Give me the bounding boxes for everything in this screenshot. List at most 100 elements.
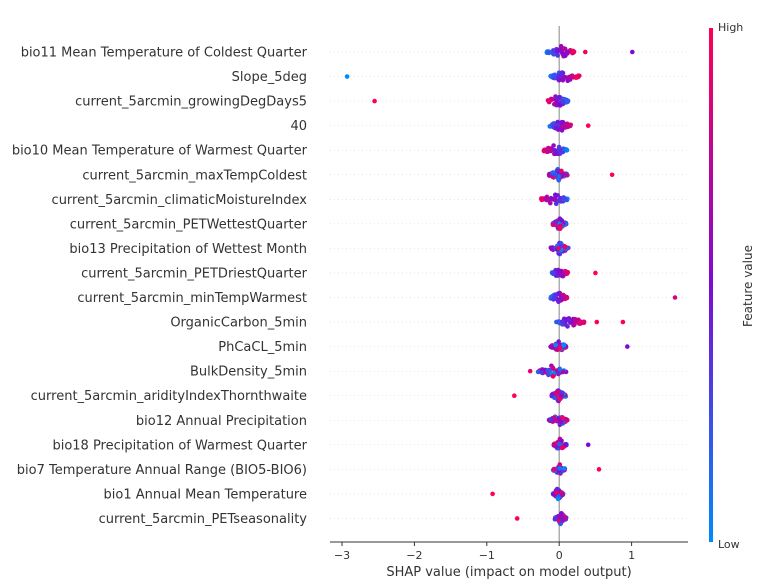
data-point — [567, 75, 572, 80]
data-point — [543, 195, 548, 201]
feature-label: bio1 Annual Mean Temperature — [104, 487, 307, 502]
data-point — [556, 144, 562, 150]
data-point — [546, 372, 551, 378]
data-points — [344, 43, 678, 527]
data-point — [556, 173, 562, 179]
feature-label: current_5arcmin_minTempWarmest — [77, 291, 307, 306]
data-point — [557, 103, 563, 108]
colorbar — [709, 28, 713, 542]
x-tick-label: −1 — [479, 549, 495, 562]
feature-label: bio10 Mean Temperature of Warmest Quarte… — [12, 144, 308, 159]
data-point — [560, 415, 566, 421]
data-point — [559, 517, 565, 522]
outlier-point — [372, 98, 377, 104]
data-point — [549, 345, 555, 350]
outlier-point — [527, 368, 533, 374]
x-axis: −3 −2 −1 0 1 — [330, 541, 688, 562]
feature-label: current_5arcmin_growingDegDays5 — [75, 95, 307, 110]
outlier-point — [583, 49, 588, 55]
data-point — [557, 441, 562, 447]
data-point — [559, 119, 565, 125]
data-point — [558, 43, 564, 49]
data-point — [559, 393, 564, 399]
outlier-point — [490, 491, 495, 497]
data-point — [565, 99, 571, 104]
data-point — [559, 511, 564, 516]
data-point — [553, 201, 559, 207]
x-tick-label: 0 — [556, 549, 563, 562]
data-point — [559, 218, 565, 223]
outlier-point — [585, 123, 591, 128]
data-point — [556, 371, 562, 376]
data-point — [551, 442, 557, 448]
data-point — [559, 70, 565, 75]
x-tick-label: −2 — [406, 549, 422, 562]
feature-label: bio13 Precipitation of Wettest Month — [69, 242, 307, 257]
data-point — [553, 342, 558, 348]
feature-label: 40 — [290, 119, 307, 134]
feature-label: bio18 Precipitation of Warmest Quarter — [52, 438, 307, 453]
data-point — [545, 98, 551, 103]
data-point — [551, 143, 556, 148]
outlier-point — [625, 344, 630, 349]
outlier-point — [596, 467, 602, 472]
outlier-point — [512, 393, 517, 399]
feature-label: current_5arcmin_PETWettestQuarter — [70, 217, 308, 232]
data-point — [561, 466, 567, 471]
data-point — [561, 343, 566, 348]
data-point — [561, 369, 566, 375]
feature-label: current_5arcmin_aridityIndexThornthwaite — [31, 389, 307, 404]
data-point — [555, 95, 560, 101]
data-point — [573, 318, 578, 324]
data-point — [550, 373, 556, 379]
feature-label: PhCaCL_5min — [218, 340, 307, 355]
data-point — [550, 365, 556, 371]
data-point — [561, 292, 566, 298]
data-point — [560, 99, 565, 105]
data-point — [560, 319, 565, 325]
data-point — [556, 268, 561, 274]
outlier-point — [593, 270, 598, 276]
outlier-point — [585, 442, 591, 448]
outlier-point — [594, 319, 600, 325]
data-point — [553, 192, 558, 198]
data-point — [551, 51, 557, 57]
data-point — [573, 75, 579, 80]
data-point — [558, 272, 564, 277]
data-point — [539, 370, 544, 375]
feature-label: current_5arcmin_PETseasonality — [99, 512, 308, 527]
data-point — [564, 148, 570, 153]
data-point — [559, 168, 564, 174]
data-point — [550, 170, 556, 175]
data-point — [577, 319, 582, 325]
data-point — [548, 417, 553, 422]
feature-label: OrganicCarbon_5min — [170, 316, 307, 331]
data-point — [562, 244, 568, 250]
data-point — [557, 73, 563, 79]
data-point — [553, 151, 559, 156]
feature-label: bio11 Mean Temperature of Coldest Quarte… — [21, 46, 308, 61]
data-point — [556, 246, 561, 251]
data-point — [556, 178, 561, 183]
outlier-point — [344, 74, 350, 79]
data-point — [552, 72, 558, 78]
data-point — [556, 197, 562, 203]
data-point — [561, 195, 566, 200]
data-point — [565, 49, 570, 55]
data-point — [560, 492, 565, 498]
data-point — [535, 369, 541, 375]
data-point — [546, 145, 551, 151]
outlier-point — [672, 295, 678, 300]
data-point — [552, 294, 558, 299]
feature-label: BulkDensity_5min — [190, 365, 307, 380]
outlier-point — [609, 172, 615, 178]
data-point — [545, 368, 551, 373]
x-tick-label: −3 — [334, 549, 350, 562]
data-point — [555, 389, 561, 395]
data-point — [551, 48, 556, 53]
data-point — [553, 347, 559, 352]
data-point — [568, 122, 573, 128]
colorbar-low-label: Low — [718, 538, 740, 551]
data-point — [557, 366, 562, 372]
